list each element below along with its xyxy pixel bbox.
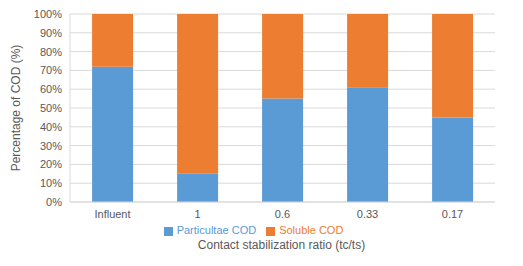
svg-text:70%: 70% [40,64,62,76]
svg-text:40%: 40% [40,121,62,133]
svg-text:50%: 50% [40,102,62,114]
svg-text:100%: 100% [34,8,62,20]
svg-text:1: 1 [194,208,200,220]
svg-text:0.6: 0.6 [275,208,290,220]
svg-text:60%: 60% [40,83,62,95]
svg-text:80%: 80% [40,46,62,58]
html-text:Soluble COD: Soluble COD [279,224,344,236]
svg-text:90%: 90% [40,27,62,39]
svg-text:Percentage of COD (%): Percentage of COD (%) [9,45,23,172]
svg-text:10%: 10% [40,177,62,189]
html-text:Contact stabilization ratio (t: Contact stabilization ratio (tc/ts) [197,238,366,252]
svg-text:20%: 20% [40,158,62,170]
svg-text:30%: 30% [40,140,62,152]
svg-text:0.33: 0.33 [357,208,378,220]
svg-text:0.17: 0.17 [442,208,463,220]
svg-text:0%: 0% [46,196,62,208]
html-text:Particultae COD: Particultae COD [176,224,257,236]
svg-text:Influent: Influent [94,208,130,220]
